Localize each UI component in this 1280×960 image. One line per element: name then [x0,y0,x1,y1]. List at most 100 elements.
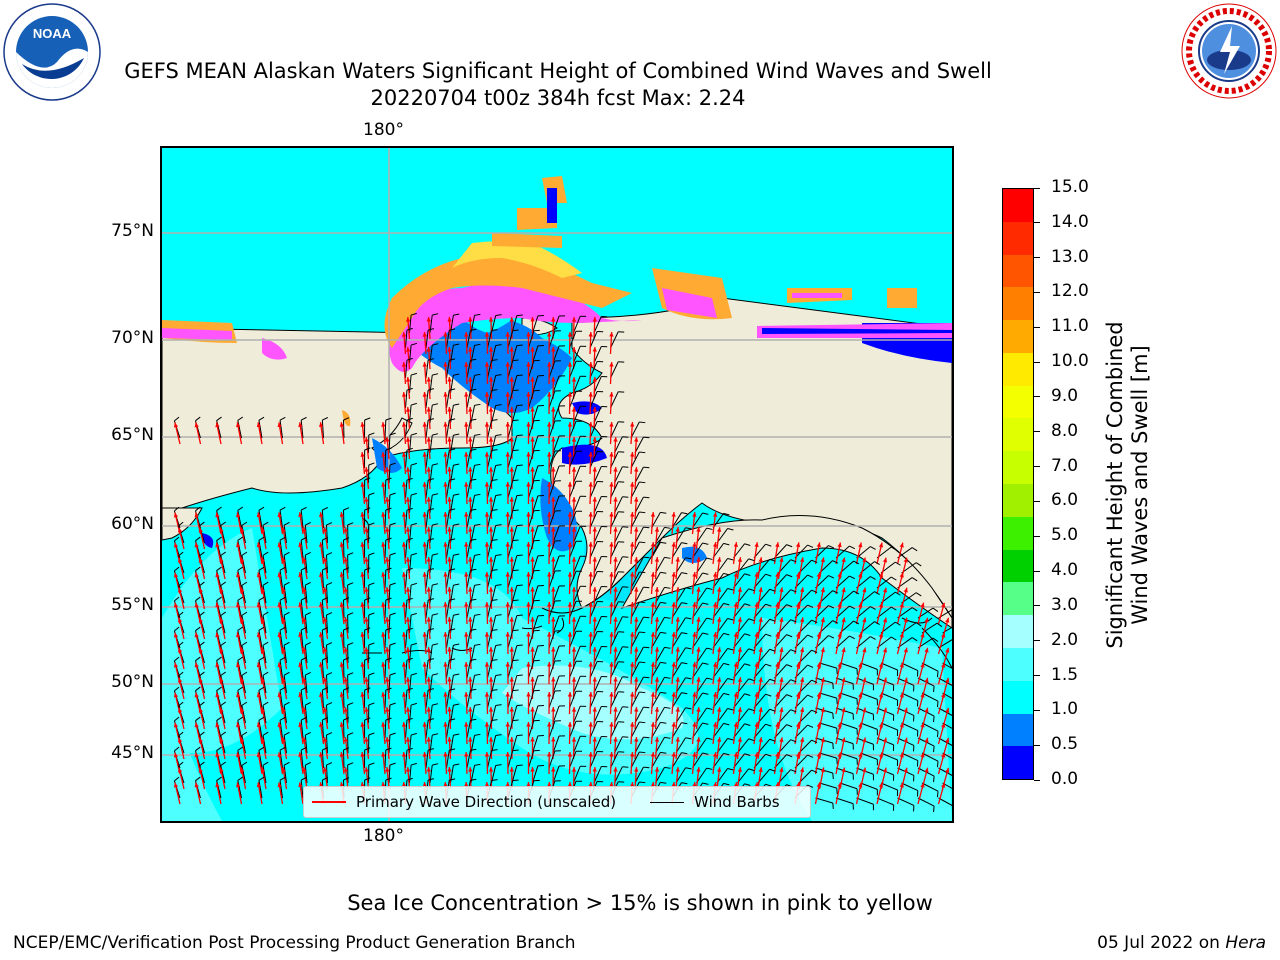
wave-direction-arrowhead [464,722,469,727]
wind-barb-feather [432,463,439,466]
wind-barb [593,346,602,364]
wave-direction-arrowhead [696,647,701,652]
wind-barb-feather [449,388,456,391]
wave-direction-arrowhead [447,617,452,622]
wave-direction-arrowhead [298,782,303,788]
wave-direction-arrowhead [696,707,701,712]
wave-direction-arrowhead [443,782,448,787]
wave-direction-arrowhead [464,332,469,337]
wave-direction-arrowhead [173,752,179,758]
wind-barb [552,675,560,694]
wave-direction-arrowhead [256,602,262,608]
wave-direction-arrowhead [654,737,660,742]
wind-barb-feather [385,507,392,511]
wind-barb-feather [237,506,244,511]
wind-barb-feather [279,536,286,541]
wave-direction-arrowhead [899,662,904,668]
wave-direction-arrowhead [364,527,369,532]
wind-barb [716,768,729,784]
wave-direction-arrowhead [443,512,448,517]
wave-direction-arrowhead [588,662,593,667]
wind-barb [671,662,682,679]
wave-direction-arrowhead [837,572,842,578]
wave-direction-arrowhead [422,782,427,787]
wave-direction-arrowhead [733,602,739,607]
wave-direction-arrowhead [194,632,199,638]
wave-direction-arrowhead [447,587,452,592]
wave-direction-arrowhead [737,557,743,562]
wind-barb [258,510,263,529]
wind-barb [262,585,267,604]
colorbar-tick-mark [1034,291,1040,293]
wave-direction-arrowhead [277,632,282,638]
wind-barb [321,420,324,439]
wind-barb-feather [807,724,814,728]
wind-barb [237,600,242,619]
wind-barb-feather [512,719,519,722]
wind-barb [321,570,324,589]
wind-barb [258,540,263,559]
wind-barb-feather [807,604,814,608]
wave-direction-arrowhead [882,677,888,683]
wave-direction-arrowhead [567,692,573,697]
wind-barb-feather [237,566,244,571]
wind-barb-feather [765,693,772,697]
wind-barb [614,736,623,754]
wind-barb [589,721,598,739]
wave-direction-arrowhead [650,572,656,577]
wave-direction-arrowhead [712,542,718,547]
wave-direction-arrowhead [613,437,618,442]
wind-barb-feather [178,731,184,737]
wind-barb-feather [406,597,413,601]
wind-barb [593,736,602,754]
wind-barb-feather [643,556,650,559]
wind-barb [651,572,661,589]
wave-direction-arrowhead [236,782,241,788]
wind-barb-feather [891,636,897,641]
wind-barb-feather [516,764,523,767]
wind-barb-feather [790,709,797,713]
wind-barb-feather [706,647,713,650]
wind-barb [573,346,581,364]
wind-barb [425,600,429,619]
wind-barb [651,722,661,739]
wind-barb [692,752,703,769]
wave-direction-arrowhead [339,752,344,757]
wind-barb-feather [305,611,311,616]
wind-barb-feather [326,672,333,676]
wave-direction-arrowhead [215,692,220,698]
wind-barb-feather [283,551,290,556]
wind-barb-feather [220,761,226,766]
colorbar-swatch [1003,221,1033,255]
wind-barb [880,722,898,731]
wind-barb-feather [727,737,734,741]
wave-direction-arrowhead [215,782,220,788]
wind-barb [573,646,581,664]
wind-barb [325,555,328,574]
wind-barb-feather [933,776,935,783]
wind-barb [262,675,267,694]
wind-barb [716,738,729,754]
wind-barb [712,693,724,709]
wind-barb-feather [790,559,797,563]
wind-barb-feather [364,417,371,421]
wave-direction-arrowhead [882,707,888,713]
wind-barb-feather [195,656,201,662]
wave-direction-arrowhead [385,587,390,592]
wind-barb [671,572,682,589]
wind-barb [487,660,493,679]
wind-barb-feather [936,791,939,798]
wave-direction-arrowhead [385,767,390,772]
wind-barb-feather [347,582,354,586]
wave-direction-arrowhead [692,752,697,757]
wave-direction-arrowhead [426,407,432,412]
wind-barb-feather [664,646,671,649]
wave-direction-arrowhead [488,767,494,772]
wind-barb-feather [368,612,375,616]
wind-barb-feather [300,536,307,541]
wind-barb [819,662,837,669]
wave-direction-arrowhead [360,632,365,637]
wave-direction-arrowhead [298,542,303,548]
wave-direction-arrowhead [256,782,262,788]
wind-barb-feather [262,701,269,706]
